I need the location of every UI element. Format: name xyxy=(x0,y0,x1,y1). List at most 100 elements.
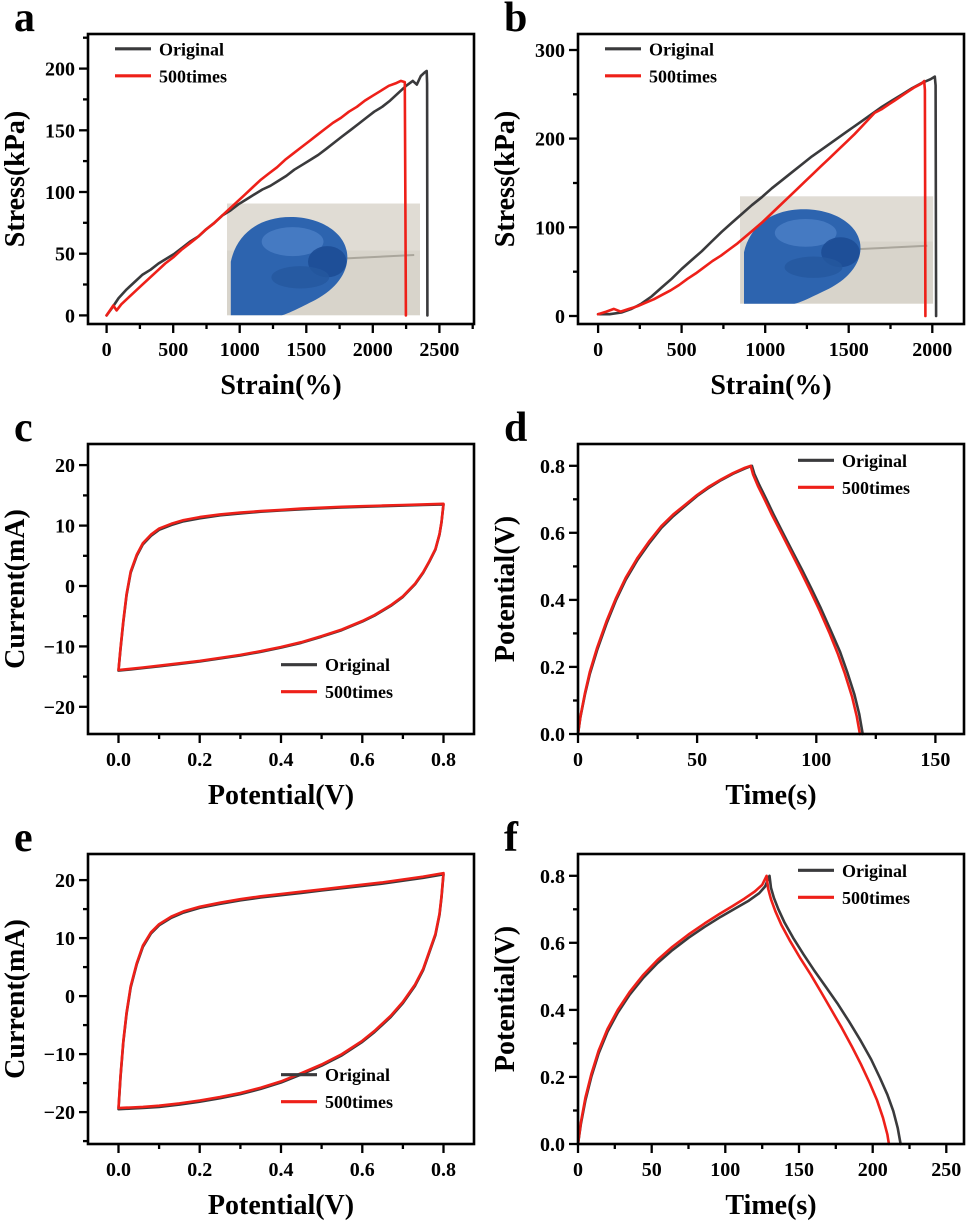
x-tick-label: 500 xyxy=(667,339,697,361)
legend-label: Original xyxy=(325,655,390,675)
panel-letter-e: e xyxy=(14,815,33,861)
y-tick-label: 20 xyxy=(55,870,75,892)
y-axis-label: Current(mA) xyxy=(0,919,31,1079)
y-tick-label: 200 xyxy=(45,59,75,81)
tick-labels: 0 500 1000 1500 2000 0 100 200 300 xyxy=(535,40,952,361)
curve-Original xyxy=(105,69,429,317)
y-tick-label: 10 xyxy=(55,928,75,950)
x-tick-label: 0 xyxy=(573,1159,583,1181)
panel-letter-c: c xyxy=(14,405,33,451)
glove-hand-illustration xyxy=(744,209,861,304)
axis-ticks xyxy=(79,878,445,1153)
y-axis-label: Stress(kPa) xyxy=(0,111,31,247)
y-tick-label: 0 xyxy=(555,306,565,328)
chart-c-cyclic-voltammetry: 0.0 0.2 0.4 0.6 0.8 −20 −10 0 10 20 Potential(V) Cu… xyxy=(0,442,476,811)
panel-e: e 0.0 0.2 0.4 0.6 0.8 −20 −10 0 10 20 Potential(V)… xyxy=(0,815,490,1230)
y-tick-label: 10 xyxy=(55,516,75,538)
y-tick-label: 0.0 xyxy=(540,724,565,746)
legend-label: Original xyxy=(842,861,907,881)
y-tick-label: −10 xyxy=(44,636,75,658)
x-tick-label: 2500 xyxy=(419,339,459,361)
series-curves xyxy=(105,69,429,317)
y-tick-label: 150 xyxy=(45,120,75,142)
x-tick-label: 1000 xyxy=(745,339,785,361)
panel-c: c 0.0 0.2 0.4 0.6 0.8 −20 −10 0 10 20 Potential(V)… xyxy=(0,405,490,820)
panel-letter-f: f xyxy=(504,815,518,861)
x-tick-label: 0 xyxy=(102,339,112,361)
series-curves xyxy=(117,502,445,672)
y-tick-label: −20 xyxy=(44,697,75,719)
y-tick-label: 50 xyxy=(55,244,75,266)
x-axis-label: Potential(V) xyxy=(208,1190,354,1221)
legend-label: 500times xyxy=(842,478,910,498)
tick-labels: 0 50 100 150 200 250 0.0 0.2 0.4 0.6 0.8 xyxy=(540,866,961,1181)
plot-frame xyxy=(576,852,966,1146)
y-tick-label: 0.2 xyxy=(540,1067,565,1089)
x-tick-label: 150 xyxy=(784,1159,814,1181)
x-tick-label: 0.8 xyxy=(431,1159,456,1181)
y-tick-label: 0.4 xyxy=(540,1000,565,1022)
series-curves xyxy=(576,464,865,736)
panel-b: b 0 500 1000 1500 2000 0 100 200 300 Strain(%) Str… xyxy=(490,0,980,410)
y-tick-label: 0 xyxy=(65,576,75,598)
tick-labels: 0 500 1000 1500 2000 2500 0 50 100 150 200 xyxy=(45,59,459,361)
legend-label: 500times xyxy=(649,66,717,86)
x-tick-label: 250 xyxy=(931,1159,961,1181)
plot-frame xyxy=(576,442,966,736)
panel-d: d 0 50 100 150 0.0 0.2 0.4 0.6 0.8 Time(s) Potenti… xyxy=(490,405,980,820)
x-tick-label: 0.6 xyxy=(350,1159,375,1181)
y-tick-label: 100 xyxy=(535,217,565,239)
x-tick-label: 100 xyxy=(801,749,831,771)
x-tick-label: 150 xyxy=(920,749,950,771)
legend: Original 500times xyxy=(605,39,717,86)
x-tick-label: 50 xyxy=(642,1159,662,1181)
panel-a: a 0 500 1000 1500 2000 2500 0 50 100 150 200 Strain… xyxy=(0,0,490,410)
x-tick-label: 1000 xyxy=(220,339,260,361)
series-curves xyxy=(596,75,938,318)
chart-b-stress-strain: 0 500 1000 1500 2000 0 100 200 300 Strain(%) Stres… xyxy=(490,32,966,401)
x-tick-label: 1500 xyxy=(286,339,326,361)
x-tick-label: 100 xyxy=(710,1159,740,1181)
x-axis-label: Strain(%) xyxy=(710,370,831,401)
x-tick-label: 0 xyxy=(593,339,603,361)
legend: Original 500times xyxy=(798,861,910,908)
x-axis-label: Potential(V) xyxy=(208,780,354,811)
y-tick-label: 0 xyxy=(65,305,75,327)
y-axis-label: Current(mA) xyxy=(0,509,31,669)
y-tick-label: 0.0 xyxy=(540,1134,565,1156)
chart-a-stress-strain: 0 500 1000 1500 2000 2500 0 50 100 150 200 Strain(%… xyxy=(0,32,476,401)
legend-label: Original xyxy=(159,39,224,59)
legend-label: 500times xyxy=(159,66,227,86)
x-tick-label: 0.0 xyxy=(106,1159,131,1181)
legend: Original 500times xyxy=(115,39,227,86)
x-axis-label: Time(s) xyxy=(725,780,816,811)
y-tick-label: −10 xyxy=(44,1044,75,1066)
legend-label: 500times xyxy=(325,1092,393,1112)
chart-e-cyclic-voltammetry: 0.0 0.2 0.4 0.6 0.8 −20 −10 0 10 20 Potential(V) Cu… xyxy=(0,852,476,1221)
panel-f: f 0 50 100 150 200 250 0.0 0.2 0.4 0.6 0.8 Time(s) P… xyxy=(490,815,980,1230)
series-curves xyxy=(117,871,445,1111)
tick-labels: 0.0 0.2 0.4 0.6 0.8 −20 −10 0 10 20 xyxy=(44,870,456,1181)
curve-500times xyxy=(576,464,862,736)
x-tick-label: 2000 xyxy=(353,339,393,361)
y-tick-label: 20 xyxy=(55,455,75,477)
legend-label: Original xyxy=(325,1065,390,1085)
axis-ticks xyxy=(569,48,934,333)
x-tick-label: 2000 xyxy=(912,339,952,361)
series-curves xyxy=(576,874,902,1146)
legend: Original 500times xyxy=(281,1065,393,1112)
inset-photo xyxy=(227,203,420,316)
axis-ticks xyxy=(79,36,474,333)
x-tick-label: 0.8 xyxy=(431,749,456,771)
y-tick-label: 0.2 xyxy=(540,657,565,679)
x-tick-label: 0.2 xyxy=(187,1159,212,1181)
y-tick-label: −20 xyxy=(44,1102,75,1124)
panel-letter-a: a xyxy=(14,0,35,41)
legend-label: Original xyxy=(842,451,907,471)
x-tick-label: 0 xyxy=(573,749,583,771)
legend: Original 500times xyxy=(281,655,393,702)
curve-500times xyxy=(596,79,927,318)
x-tick-label: 1500 xyxy=(829,339,869,361)
x-tick-label: 50 xyxy=(687,749,707,771)
